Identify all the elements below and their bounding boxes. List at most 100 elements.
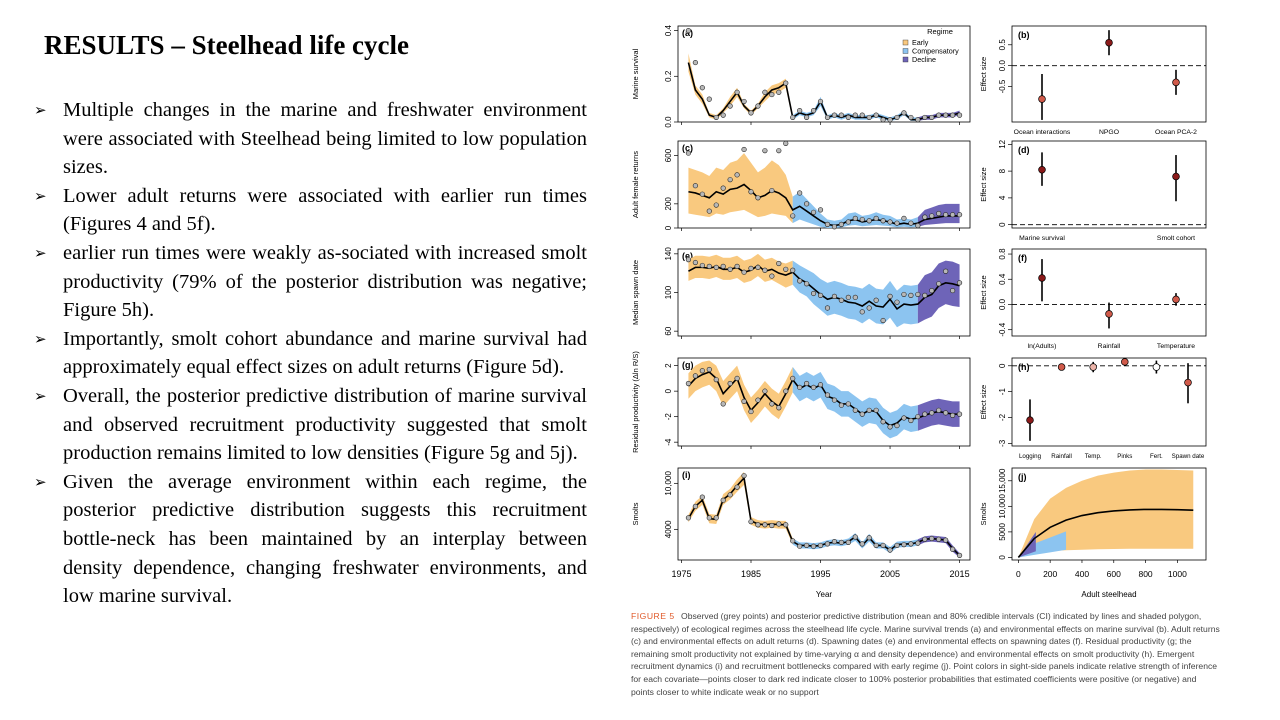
observed-point — [859, 112, 865, 118]
observed-point — [908, 220, 914, 226]
y-tick-label: 0.0 — [998, 298, 1007, 310]
observed-point — [956, 411, 963, 417]
observed-point — [755, 397, 761, 403]
observed-point — [720, 112, 726, 118]
axis-label-y: Smolts — [631, 502, 640, 525]
bullet-item: ➢ Multiple changes in the marine and fres… — [30, 96, 587, 182]
observed-point — [817, 542, 824, 549]
observed-point — [797, 278, 803, 284]
observed-point — [692, 259, 698, 266]
bullet-item: ➢ earlier run times were weakly as-sociat… — [30, 239, 587, 325]
observed-point — [936, 281, 942, 287]
panel-label: (g) — [682, 360, 694, 370]
observed-point — [720, 185, 726, 191]
observed-point — [810, 209, 817, 215]
observed-point — [922, 214, 928, 220]
observed-point — [866, 114, 872, 121]
observed-point — [685, 257, 692, 263]
panel-label: (j) — [1018, 472, 1027, 482]
observed-point — [894, 542, 900, 549]
observed-point — [852, 294, 858, 300]
ci-band-compensatory — [792, 191, 918, 228]
ci-band-early — [688, 53, 793, 120]
x-tick-label: 1985 — [741, 569, 761, 579]
category-label: ln(Adults) — [1028, 343, 1057, 350]
observed-point — [831, 293, 838, 299]
effect-point — [1026, 416, 1034, 424]
panel-frame — [1011, 248, 1207, 337]
observed-point — [790, 114, 796, 121]
observed-point — [713, 114, 719, 121]
effect-point — [1105, 38, 1113, 47]
axis-label-y: Adult female returns — [631, 151, 640, 218]
observed-point — [950, 112, 956, 118]
y-tick-label: 2 — [664, 363, 673, 368]
bullet-list: ➢ Multiple changes in the marine and fres… — [30, 96, 587, 611]
axis-label-y: Effect size — [979, 275, 988, 309]
observed-point — [866, 218, 872, 224]
y-tick-label: 100 — [664, 285, 673, 299]
observed-point — [713, 515, 719, 521]
panel-label: (i) — [682, 470, 691, 480]
panel-frame — [1011, 140, 1207, 229]
observed-point — [748, 265, 754, 271]
panel-frame — [677, 467, 971, 561]
observed-point — [720, 497, 726, 503]
observed-point — [845, 219, 851, 225]
observed-point — [762, 148, 768, 154]
observed-point — [922, 411, 928, 417]
y-tick-label: 600 — [664, 148, 673, 162]
panel-frame — [1011, 467, 1207, 561]
observed-point — [692, 373, 698, 379]
observed-point — [929, 287, 935, 294]
y-tick-label: 12 — [998, 139, 1007, 148]
observed-point — [706, 515, 712, 521]
axis-label-y: Median spawn date — [631, 260, 640, 325]
x-tick-label: 0 — [1016, 569, 1021, 579]
observed-point — [929, 213, 935, 219]
observed-point — [908, 541, 914, 547]
observed-point — [769, 522, 775, 529]
x-tick-label: 200 — [1043, 569, 1057, 579]
arrow-bullet-icon: ➢ — [34, 329, 47, 348]
observed-point — [824, 114, 831, 121]
observed-point — [956, 552, 963, 559]
ci-band-decline — [1018, 531, 1036, 558]
observed-point — [762, 89, 768, 95]
observed-point — [859, 309, 865, 315]
observed-point — [943, 537, 949, 543]
observed-point — [908, 292, 914, 299]
category-label: Rainfall — [1098, 343, 1121, 350]
observed-point — [804, 380, 810, 387]
arrow-bullet-icon: ➢ — [34, 472, 47, 491]
legend-label: Early — [912, 38, 929, 47]
observed-point — [873, 542, 879, 549]
observed-point — [727, 177, 733, 183]
observed-point — [727, 266, 733, 272]
axis-label-y: Effect size — [979, 57, 988, 91]
observed-point — [887, 424, 893, 430]
effect-point — [1172, 78, 1180, 87]
bullet-text: Multiple changes in the marine and fresh… — [63, 99, 587, 179]
observed-point — [685, 380, 692, 387]
category-label: Temp. — [1085, 453, 1102, 460]
observed-point — [950, 287, 956, 294]
panel-label: (b) — [1018, 30, 1030, 40]
observed-point — [810, 290, 817, 297]
category-label: NPGO — [1099, 129, 1119, 136]
panel-frame — [1011, 25, 1207, 123]
panel-frame — [677, 25, 971, 123]
observed-point — [762, 388, 768, 394]
observed-point — [748, 519, 754, 525]
y-tick-label: 15,000 — [998, 468, 1007, 493]
effect-point — [1038, 166, 1046, 174]
observed-point — [748, 408, 754, 415]
observed-point — [741, 98, 747, 105]
panel-label: (c) — [682, 143, 693, 153]
observed-point — [880, 218, 886, 224]
mean-line — [687, 476, 961, 556]
x-tick-label: 2015 — [950, 569, 970, 579]
observed-point — [838, 297, 844, 303]
